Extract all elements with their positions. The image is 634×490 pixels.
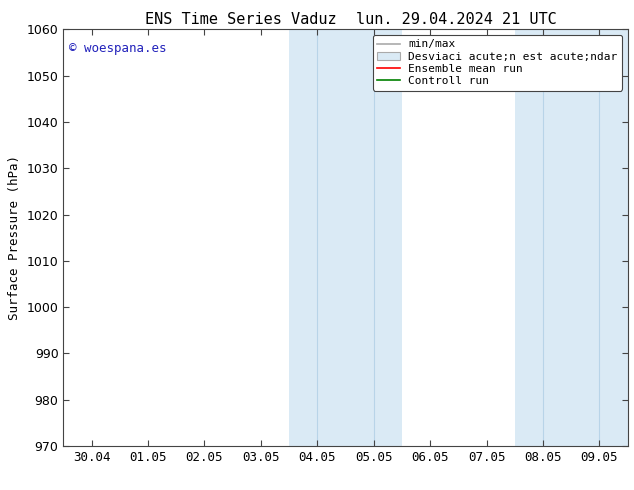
Bar xyxy=(515,29,628,446)
Text: lun. 29.04.2024 21 UTC: lun. 29.04.2024 21 UTC xyxy=(356,12,557,27)
Text: ENS Time Series Vaduz: ENS Time Series Vaduz xyxy=(145,12,337,27)
Text: © woespana.es: © woespana.es xyxy=(69,42,167,55)
Y-axis label: Surface Pressure (hPa): Surface Pressure (hPa) xyxy=(8,155,21,320)
Bar xyxy=(289,29,402,446)
Legend: min/max, Desviaci acute;n est acute;ndar, Ensemble mean run, Controll run: min/max, Desviaci acute;n est acute;ndar… xyxy=(373,35,622,91)
